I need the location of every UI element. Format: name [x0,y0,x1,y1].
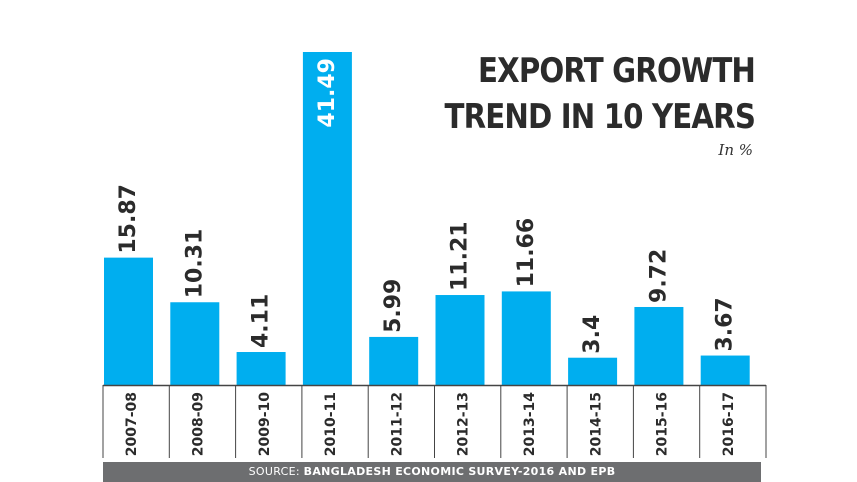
value-label-2009-10: 4.11 [249,294,274,348]
tick-label-2012-13: 2012-13 [456,392,472,456]
bar-2011-12 [369,336,419,385]
value-label-2014-15: 3.4 [580,315,605,354]
tick-label-2009-10: 2009-10 [257,392,273,457]
tick-label-2011-12: 2011-12 [389,392,405,456]
value-label-2013-14: 11.66 [514,218,539,288]
value-label-2011-12: 5.99 [381,279,406,333]
source-prefix: SOURCE: [248,465,300,478]
chart-unit-label: In % [718,141,753,159]
value-label-2015-16: 9.72 [646,249,671,303]
tick-label-2014-15: 2014-15 [588,392,604,456]
bar-2016-17 [700,355,750,385]
bar-2015-16 [634,306,684,385]
tick-label-2013-14: 2013-14 [522,392,538,457]
bar-2010-11 [302,52,352,385]
bar-2009-10 [236,352,286,385]
bar-2012-13 [435,295,485,385]
value-label-2008-09: 10.31 [182,229,207,299]
tick-label-2015-16: 2015-16 [655,392,671,456]
tick-label-2016-17: 2016-17 [721,392,737,456]
value-label-2012-13: 11.21 [448,221,473,291]
tick-label-2008-09: 2008-09 [190,392,206,456]
tick-label-2010-11: 2010-11 [323,392,339,456]
bar-2007-08 [104,257,153,385]
value-label-2007-08: 15.87 [116,184,141,254]
chart-title-line-2: TREND IN 10 YEARS [444,97,755,137]
value-label-2010-11: 41.49 [315,58,340,128]
chart-title-line-1: EXPORT GROWTH [477,51,756,91]
bar-2008-09 [170,302,220,385]
source-text: BANGLADESH ECONOMIC SURVEY-2016 AND EPB [303,465,616,478]
bar-2014-15 [568,357,618,385]
value-label-2016-17: 3.67 [713,297,738,351]
bar-2013-14 [501,291,551,385]
chart-title: EXPORT GROWTH TREND IN 10 YEARS [444,48,755,140]
source-bar: SOURCE: BANGLADESH ECONOMIC SURVEY-2016 … [103,462,761,482]
tick-label-2007-08: 2007-08 [124,392,140,456]
